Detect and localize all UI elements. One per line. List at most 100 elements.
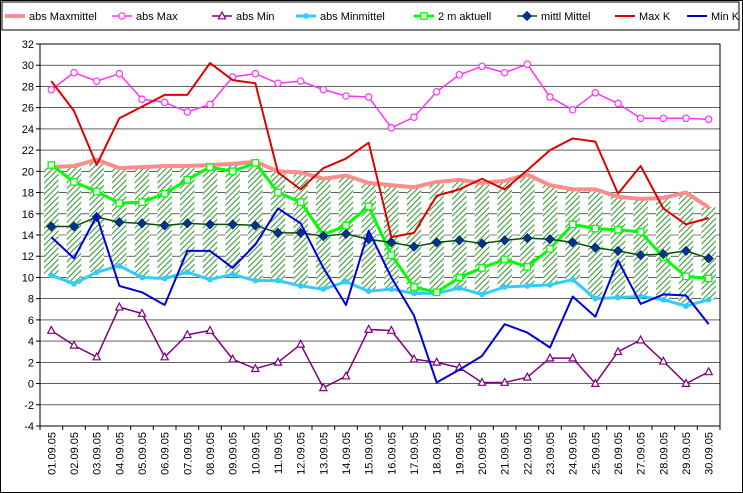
data-point bbox=[524, 283, 531, 289]
y-tick-label: 32 bbox=[22, 39, 34, 51]
data-point bbox=[227, 219, 238, 230]
data-point bbox=[228, 167, 237, 176]
data-point bbox=[454, 235, 465, 246]
x-tick-label: 29.09.05 bbox=[681, 432, 693, 475]
data-point bbox=[160, 351, 170, 361]
x-tick-label: 22.09.05 bbox=[522, 432, 534, 475]
data-point bbox=[182, 218, 193, 229]
x-axis: 01.09.05 02.09.05 03.09.05 04.09.05 05.09.05… bbox=[39, 426, 721, 475]
data-point bbox=[70, 178, 78, 186]
legend-entry: Max K bbox=[615, 11, 671, 23]
data-point bbox=[386, 325, 396, 334]
legend-marker bbox=[303, 13, 309, 19]
legend-marker bbox=[217, 10, 227, 20]
legend-label: abs Min bbox=[236, 11, 275, 23]
data-point bbox=[204, 219, 216, 230]
data-point bbox=[636, 114, 645, 123]
x-tick-label: 30.09.05 bbox=[704, 432, 716, 475]
x-tick-label: 04.09.05 bbox=[114, 432, 126, 475]
data-point bbox=[522, 233, 533, 244]
data-point bbox=[478, 264, 486, 272]
band-bar bbox=[497, 180, 512, 287]
data-point bbox=[69, 340, 79, 349]
y-tick-label: 2 bbox=[28, 357, 34, 369]
data-point bbox=[274, 79, 282, 88]
data-point bbox=[364, 324, 374, 333]
x-tick-label: 07.09.05 bbox=[182, 432, 194, 475]
data-point bbox=[523, 262, 532, 271]
legend-label: Max K bbox=[639, 11, 671, 23]
data-point bbox=[93, 269, 100, 276]
data-point bbox=[704, 115, 713, 124]
y-tick-label: 12 bbox=[22, 251, 34, 263]
data-point bbox=[115, 69, 124, 78]
data-point bbox=[590, 242, 601, 253]
data-point bbox=[114, 217, 125, 228]
data-point bbox=[114, 301, 124, 311]
x-tick-label: 15.09.05 bbox=[364, 432, 376, 475]
data-point bbox=[478, 62, 486, 71]
legend-marker bbox=[420, 12, 428, 20]
data-point bbox=[364, 93, 373, 101]
data-point bbox=[71, 280, 77, 287]
data-point bbox=[47, 161, 56, 169]
data-point bbox=[250, 363, 260, 373]
data-point bbox=[136, 218, 148, 229]
data-point bbox=[320, 286, 327, 293]
data-point bbox=[47, 85, 56, 94]
data-point bbox=[637, 293, 644, 300]
series-line bbox=[50, 63, 709, 129]
x-tick-label: 01.09.05 bbox=[46, 432, 58, 475]
data-point bbox=[455, 273, 464, 282]
data-point bbox=[545, 352, 555, 362]
data-point bbox=[568, 220, 577, 229]
series-max-k bbox=[50, 62, 709, 239]
x-tick-label: 24.09.05 bbox=[568, 432, 580, 475]
data-point bbox=[92, 187, 101, 196]
data-point bbox=[500, 255, 509, 264]
series-abs-maxmittel bbox=[48, 157, 712, 210]
data-point bbox=[635, 250, 646, 261]
data-point bbox=[479, 291, 485, 298]
x-tick-label: 17.09.05 bbox=[409, 432, 421, 475]
data-point bbox=[68, 221, 80, 232]
legend-label: abs Minmittel bbox=[320, 11, 385, 23]
data-point bbox=[46, 325, 56, 334]
legend: abs Maxmittel abs Max abs Min abs Minmittel… bbox=[1, 1, 740, 31]
data-point bbox=[568, 352, 578, 362]
data-point bbox=[499, 235, 510, 246]
data-point bbox=[388, 286, 395, 293]
data-point bbox=[703, 253, 714, 264]
data-point bbox=[342, 221, 350, 230]
data-point bbox=[546, 244, 554, 253]
data-point bbox=[522, 371, 532, 381]
data-point bbox=[431, 237, 442, 248]
series-line bbox=[51, 157, 710, 210]
legend-entry: 2 m aktuell bbox=[414, 11, 491, 23]
data-point bbox=[501, 284, 508, 290]
series-min-k bbox=[50, 207, 710, 384]
band-bar bbox=[656, 197, 671, 300]
legend-label: Min K bbox=[711, 11, 740, 23]
data-point bbox=[544, 234, 556, 245]
data-point bbox=[70, 68, 78, 77]
data-point bbox=[343, 278, 349, 285]
data-point bbox=[318, 230, 329, 242]
x-tick-label: 21.09.05 bbox=[500, 432, 512, 475]
data-point bbox=[115, 199, 124, 208]
series-line bbox=[50, 207, 710, 384]
x-tick-label: 28.09.05 bbox=[658, 432, 670, 475]
data-point bbox=[205, 325, 215, 334]
x-tick-label: 20.09.05 bbox=[477, 432, 489, 475]
legend-entry: abs Max bbox=[112, 11, 178, 23]
legend-entry: Min K bbox=[687, 11, 740, 23]
data-point bbox=[161, 275, 168, 282]
data-point bbox=[682, 272, 690, 281]
x-tick-label: 06.09.05 bbox=[160, 432, 172, 475]
data-point bbox=[476, 238, 488, 249]
x-tick-label: 05.09.05 bbox=[137, 432, 149, 475]
data-point bbox=[704, 366, 714, 376]
data-point bbox=[432, 288, 441, 297]
band-bar bbox=[520, 174, 535, 286]
